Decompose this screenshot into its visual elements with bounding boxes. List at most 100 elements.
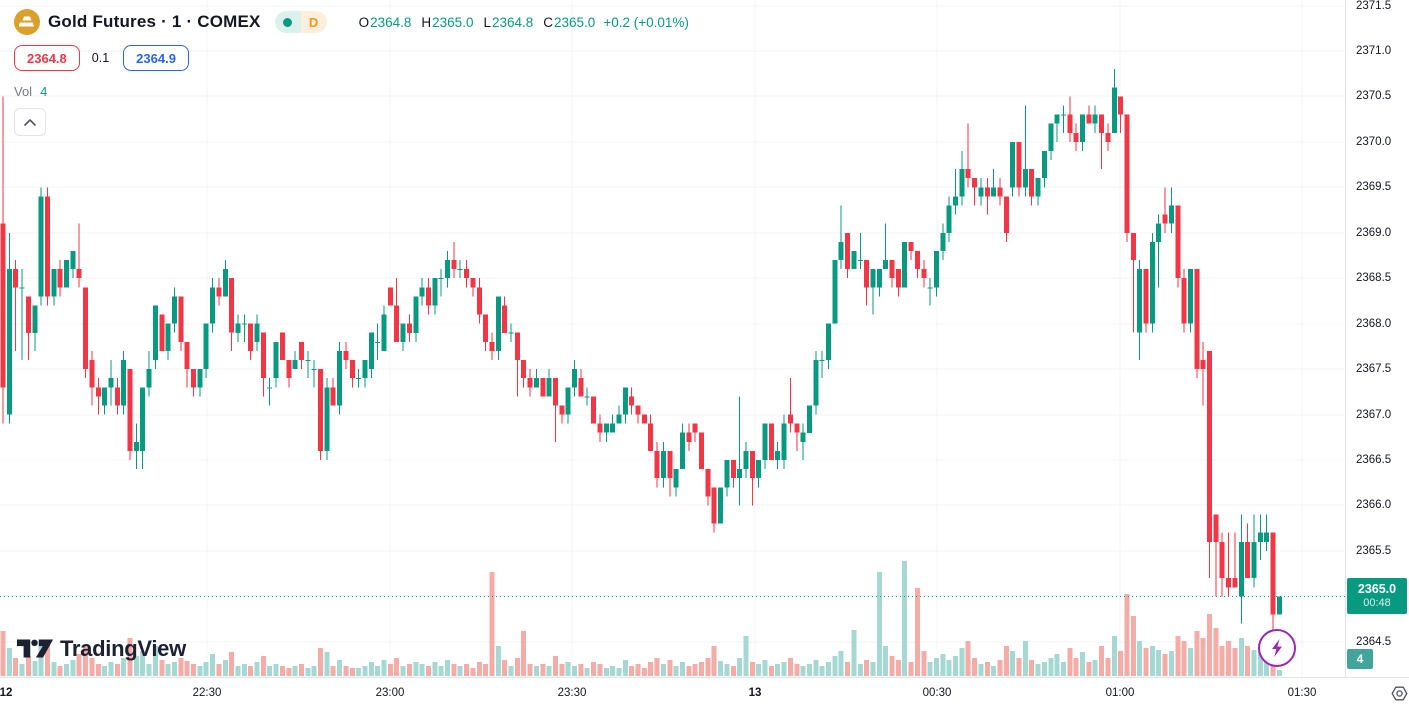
symbol-title[interactable]: Gold Futures · 1 · COMEX <box>48 12 261 31</box>
volume-bar <box>83 646 88 676</box>
candle-body <box>152 305 158 360</box>
candle-body <box>432 278 438 306</box>
volume-bar <box>749 662 755 676</box>
instant-trading-button[interactable] <box>1258 629 1296 667</box>
volume-bar <box>32 661 38 676</box>
candle-body <box>248 323 254 351</box>
price-axis-label: 2370.0 <box>1356 135 1392 148</box>
candle-body <box>83 287 88 370</box>
volume-bar <box>521 631 527 676</box>
collapse-legend-button[interactable] <box>14 108 46 136</box>
volume-bar <box>641 668 647 676</box>
volume-bar <box>311 666 317 676</box>
candle-body <box>1010 141 1016 188</box>
candle-body <box>1080 114 1085 142</box>
price-axis[interactable]: 2371.5 2371.0 2370.5 2370.0 2369.5 2369.0 2368… <box>1345 0 1409 677</box>
volume-bar <box>1276 670 1282 676</box>
candle-body <box>32 305 38 333</box>
tradingview-mark-icon <box>16 639 54 658</box>
volume-bar <box>927 662 933 676</box>
time-axis-label: 12 <box>0 687 13 699</box>
volume-bar <box>368 662 374 676</box>
volume-bar <box>1111 636 1117 676</box>
candle-body <box>800 432 806 442</box>
candle-body <box>699 432 704 470</box>
price-axis-label: 2371.5 <box>1356 0 1392 12</box>
volume-bar <box>597 664 603 676</box>
gold-symbol-icon <box>14 9 40 35</box>
candle-body <box>743 450 749 470</box>
candle-body <box>851 250 857 270</box>
volume-bar <box>679 662 685 676</box>
interval-daily-badge[interactable]: D <box>300 11 327 33</box>
volume-bar <box>140 651 146 676</box>
candle-body <box>686 432 692 442</box>
candle-body <box>483 314 489 342</box>
candle-body <box>1238 541 1244 597</box>
candle-body <box>902 241 908 288</box>
volume-bar <box>267 666 273 676</box>
candle-body <box>171 296 177 324</box>
volume-bar <box>286 668 292 676</box>
volume-bar <box>629 666 635 676</box>
volume-bar <box>197 666 203 676</box>
candle-body <box>1156 223 1162 242</box>
candle-body <box>1181 278 1187 324</box>
volume-bar <box>457 666 463 676</box>
volume-bar <box>349 668 355 676</box>
interval-selector[interactable]: D <box>274 11 327 33</box>
volume-indicator-label[interactable]: Vol <box>14 83 33 99</box>
volume-bar <box>1245 646 1251 676</box>
volume-bar <box>540 664 546 676</box>
candle-body <box>362 360 368 379</box>
candle-body <box>978 187 984 197</box>
volume-bar <box>337 660 342 676</box>
chart-plot-area[interactable] <box>0 0 1345 677</box>
candle-body <box>330 387 336 406</box>
candle-body <box>737 469 743 479</box>
volume-bar <box>794 664 800 676</box>
volume-bar <box>184 661 190 676</box>
candle-body <box>57 269 63 288</box>
candle-body <box>406 323 412 333</box>
time-axis[interactable]: 12 22:30 23:00 23:30 13 00:30 01:00 01:30 <box>0 677 1409 712</box>
ohlc-readout: O 2364.8 H 2365.0 L 2364.8 C 2365.0 +0.2 (+0… <box>359 15 689 30</box>
axis-settings-button[interactable] <box>1391 685 1408 702</box>
candle-body <box>565 387 571 415</box>
volume-bar <box>914 588 920 676</box>
volume-bar <box>902 561 908 676</box>
candle-body <box>1194 269 1200 370</box>
candle-body <box>806 405 812 433</box>
sell-button[interactable]: 2364.8 <box>14 45 80 71</box>
close-label: C <box>543 14 554 30</box>
volume-bar <box>44 644 50 676</box>
candle-body <box>705 469 711 497</box>
volume-bar <box>1194 631 1200 676</box>
volume-bar <box>781 662 787 676</box>
candle-body <box>972 178 977 188</box>
volume-bar <box>838 651 844 676</box>
volume-bar <box>114 664 120 676</box>
volume-bar <box>292 666 298 676</box>
volume-bar <box>476 662 482 676</box>
volume-bar <box>584 668 590 676</box>
volume-bar <box>1029 660 1035 676</box>
lightning-icon <box>1272 639 1282 657</box>
candle-body <box>787 414 793 424</box>
candle-body <box>762 423 768 460</box>
volume-bar <box>305 668 311 676</box>
volume-indicator-value: 4 <box>40 83 48 99</box>
candle-body <box>940 232 946 251</box>
buy-button[interactable]: 2364.9 <box>123 45 189 71</box>
time-axis-label: 00:30 <box>922 687 952 699</box>
volume-bar <box>616 668 622 676</box>
tradingview-logo[interactable]: TradingView <box>16 634 186 664</box>
volume-bar <box>108 662 114 676</box>
volume-bar <box>1143 648 1149 676</box>
low-value: 2364.8 <box>491 14 534 30</box>
candle-body <box>1207 350 1212 542</box>
candle-body <box>1118 96 1124 115</box>
volume-bar <box>565 662 571 676</box>
candle-body <box>984 187 990 197</box>
volume-bar <box>610 666 616 676</box>
